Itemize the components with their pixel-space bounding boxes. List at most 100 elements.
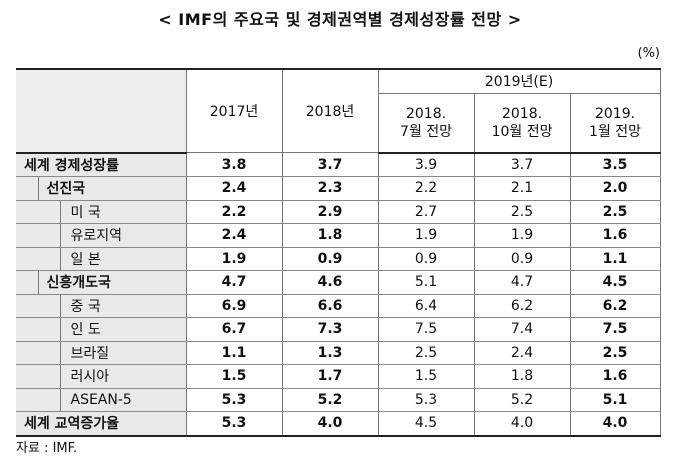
row-indent [16,247,38,271]
table-row: 러시아 1.5 1.7 1.5 1.8 1.6 [16,364,661,389]
value-cell: 2.1 [473,176,571,201]
row-indent [16,341,38,365]
row-label: 신흥개도국 [37,270,187,295]
value-cell: 5.3 [185,388,283,412]
value-cell: 6.2 [569,294,661,318]
value-cell: 1.5 [185,364,283,389]
table-row: 세계 교역증가율 5.3 4.0 4.5 4.0 4.0 [16,411,661,437]
header-2017: 2017년 [185,68,283,153]
value-cell: 3.9 [377,152,475,177]
row-indent [16,200,38,224]
table-row: 일 본 1.9 0.9 0.9 0.9 1.1 [16,247,661,271]
row-indent [38,223,60,248]
row-label: 브라질 [59,341,187,365]
value-cell: 1.6 [569,364,661,389]
value-cell: 7.5 [377,317,475,342]
value-cell: 1.9 [185,247,283,271]
row-indent [16,176,38,201]
forecast-table: 2017년 2018년 2019년(E) 2018. 7월 전망 2018. 1… [16,67,661,437]
row-label: 선진국 [37,176,187,201]
table-body: 세계 경제성장률 3.8 3.7 3.9 3.7 3.5 선진국 2.4 2.3 2.2 2.1 2.… [16,152,661,437]
value-cell: 2.5 [473,200,571,224]
value-cell: 4.6 [281,270,379,295]
row-indent [38,364,60,389]
value-cell: 5.1 [569,388,661,412]
header-2018: 2018년 [281,68,379,153]
value-cell: 6.4 [377,294,475,318]
value-cell: 6.7 [185,317,283,342]
value-cell: 1.8 [473,364,571,389]
value-cell: 1.5 [377,364,475,389]
value-cell: 4.7 [185,270,283,295]
row-indent [38,341,60,365]
value-cell: 2.3 [281,176,379,201]
row-indent [38,388,60,412]
value-cell: 2.2 [377,176,475,201]
value-cell: 5.1 [377,270,475,295]
value-cell: 3.5 [569,152,661,177]
header-2019-group: 2019년(E) [377,67,661,94]
header-2019-jul-forecast: 2018. 7월 전망 [377,93,475,154]
table-row: 인 도 6.7 7.3 7.5 7.4 7.5 [16,317,661,342]
table-row: 세계 경제성장률 3.8 3.7 3.9 3.7 3.5 [16,152,661,177]
row-indent [16,388,38,412]
row-label: 일 본 [59,247,187,271]
row-indent [38,294,60,318]
table-row: 브라질 1.1 1.3 2.5 2.4 2.5 [16,341,661,365]
value-cell: 0.9 [281,247,379,271]
value-cell: 6.9 [185,294,283,318]
row-indent [16,223,38,248]
value-cell: 3.7 [281,152,379,177]
value-cell: 1.6 [569,223,661,248]
value-cell: 2.5 [569,341,661,365]
table-row: 미 국 2.2 2.9 2.7 2.5 2.5 [16,200,661,224]
value-cell: 1.3 [281,341,379,365]
value-cell: 1.7 [281,364,379,389]
value-cell: 2.9 [281,200,379,224]
value-cell: 4.5 [569,270,661,295]
row-label: ASEAN-5 [59,388,187,412]
value-cell: 5.3 [185,411,283,437]
row-label: 러시아 [59,364,187,389]
table-row: 신흥개도국 4.7 4.6 5.1 4.7 4.5 [16,270,661,295]
header-2019-jan-forecast: 2019. 1월 전망 [569,93,661,154]
value-cell: 7.4 [473,317,571,342]
value-cell: 1.8 [281,223,379,248]
value-cell: 4.0 [281,411,379,437]
value-cell: 5.2 [473,388,571,412]
row-indent [38,247,60,271]
value-cell: 7.3 [281,317,379,342]
value-cell: 3.7 [473,152,571,177]
value-cell: 2.2 [185,200,283,224]
row-indent [16,317,38,342]
table-row: 중 국 6.9 6.6 6.4 6.2 6.2 [16,294,661,318]
row-indent [38,200,60,224]
value-cell: 0.9 [473,247,571,271]
value-cell: 1.1 [569,247,661,271]
value-cell: 5.2 [281,388,379,412]
table-row: 선진국 2.4 2.3 2.2 2.1 2.0 [16,176,661,201]
row-label: 인 도 [59,317,187,342]
table-row: ASEAN-5 5.3 5.2 5.3 5.2 5.1 [16,388,661,412]
row-indent [38,317,60,342]
value-cell: 5.3 [377,388,475,412]
value-cell: 4.7 [473,270,571,295]
value-cell: 2.0 [569,176,661,201]
value-cell: 2.4 [473,341,571,365]
row-indent [16,294,38,318]
row-indent [16,364,38,389]
value-cell: 0.9 [377,247,475,271]
row-label: 세계 경제성장률 [16,152,187,177]
value-cell: 1.9 [473,223,571,248]
value-cell: 1.1 [185,341,283,365]
header-2019-oct-forecast: 2018. 10월 전망 [473,93,571,154]
value-cell: 2.5 [569,200,661,224]
source-note: 자료 : IMF. [16,441,78,456]
unit-label: (%) [637,46,661,61]
value-cell: 6.6 [281,294,379,318]
row-label: 미 국 [59,200,187,224]
row-indent [16,270,38,295]
table-title: < IMF의 주요국 및 경제권역별 경제성장률 전망 > [158,10,522,29]
row-label: 유로지역 [59,223,187,248]
value-cell: 6.2 [473,294,571,318]
